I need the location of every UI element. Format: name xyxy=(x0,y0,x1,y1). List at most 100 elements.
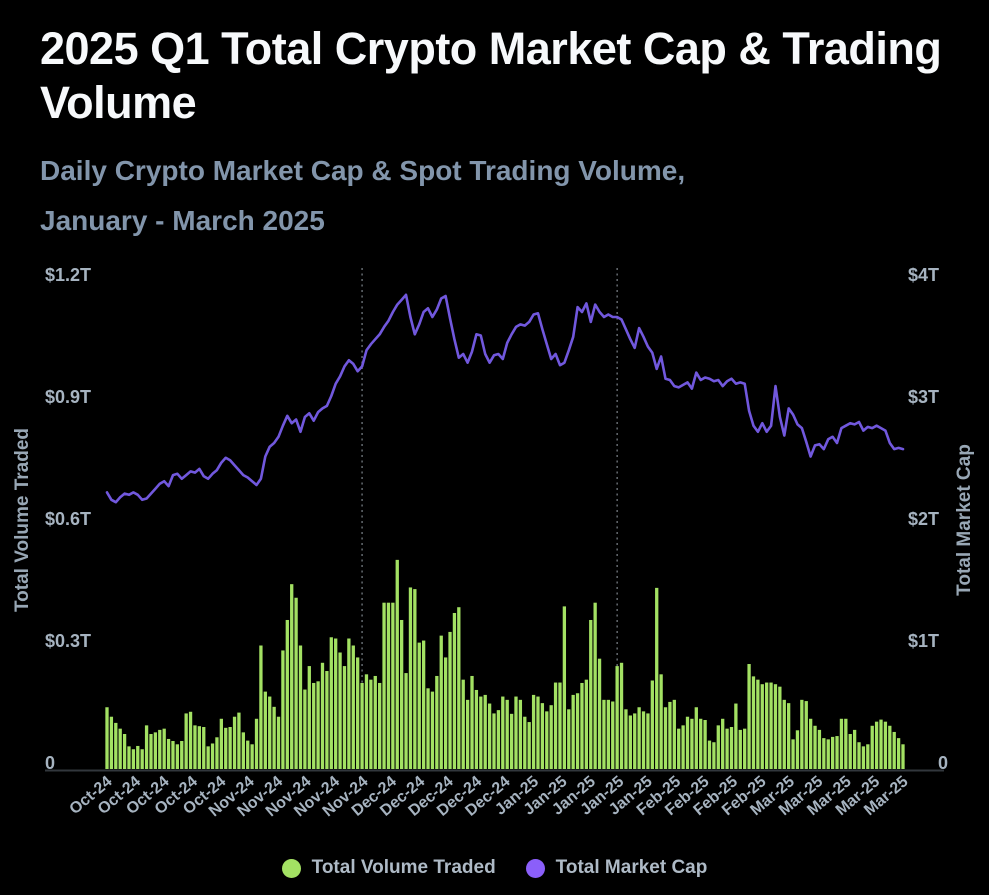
volume-bar[interactable] xyxy=(391,602,395,769)
volume-bar[interactable] xyxy=(127,746,131,769)
volume-bar[interactable] xyxy=(369,679,373,769)
volume-bar[interactable] xyxy=(734,703,738,769)
volume-bar[interactable] xyxy=(615,666,619,769)
volume-bar[interactable] xyxy=(611,701,615,769)
volume-bar[interactable] xyxy=(641,711,646,769)
volume-bar[interactable] xyxy=(439,635,443,769)
volume-bar[interactable] xyxy=(553,682,558,769)
volume-bar[interactable] xyxy=(571,694,575,769)
volume-bar[interactable] xyxy=(109,716,114,769)
volume-bar[interactable] xyxy=(848,734,852,769)
volume-bar[interactable] xyxy=(558,682,562,769)
volume-bar[interactable] xyxy=(461,679,465,769)
volume-bar[interactable] xyxy=(804,701,808,770)
volume-bar[interactable] xyxy=(892,731,896,769)
volume-bar[interactable] xyxy=(896,738,901,770)
volume-bar[interactable] xyxy=(316,681,320,770)
volume-bar[interactable] xyxy=(356,657,360,769)
volume-bar[interactable] xyxy=(703,720,707,769)
volume-bar[interactable] xyxy=(624,709,628,769)
volume-bar[interactable] xyxy=(699,718,703,769)
volume-bar[interactable] xyxy=(276,716,281,769)
volume-bar[interactable] xyxy=(448,631,452,769)
volume-bar[interactable] xyxy=(166,738,171,769)
volume-bar[interactable] xyxy=(386,602,391,769)
volume-bar[interactable] xyxy=(118,728,122,769)
volume-bar[interactable] xyxy=(545,711,549,769)
volume-bar[interactable] xyxy=(584,679,589,769)
volume-bar[interactable] xyxy=(694,707,698,769)
volume-bar[interactable] xyxy=(514,696,518,769)
volume-bar[interactable] xyxy=(879,719,883,769)
volume-bar[interactable] xyxy=(826,739,830,769)
volume-bar[interactable] xyxy=(408,587,413,769)
volume-bar[interactable] xyxy=(866,744,870,769)
volume-bar[interactable] xyxy=(347,638,351,770)
volume-bar[interactable] xyxy=(531,694,536,769)
volume-bar[interactable] xyxy=(457,607,461,769)
volume-bar[interactable] xyxy=(474,689,479,769)
volume-bar[interactable] xyxy=(224,727,228,769)
volume-bar[interactable] xyxy=(272,706,276,769)
volume-bar[interactable] xyxy=(597,658,602,769)
volume-bar[interactable] xyxy=(861,746,866,769)
volume-bar[interactable] xyxy=(685,716,690,769)
volume-bar[interactable] xyxy=(144,725,149,769)
volume-bar[interactable] xyxy=(492,713,496,769)
volume-bar[interactable] xyxy=(725,728,729,769)
volume-bar[interactable] xyxy=(901,744,905,769)
volume-bar[interactable] xyxy=(329,637,333,769)
volume-bar[interactable] xyxy=(378,682,382,769)
volume-bar[interactable] xyxy=(593,602,597,769)
volume-bar[interactable] xyxy=(404,673,408,769)
volume-bar[interactable] xyxy=(153,732,158,769)
volume-bar[interactable] xyxy=(822,738,826,770)
volume-bar[interactable] xyxy=(281,650,285,769)
volume-bar[interactable] xyxy=(206,746,210,769)
volume-bar[interactable] xyxy=(844,718,848,769)
volume-bar[interactable] xyxy=(131,749,136,769)
volume-bar[interactable] xyxy=(162,728,166,769)
volume-bar[interactable] xyxy=(140,749,144,769)
volume-bar[interactable] xyxy=(443,657,448,769)
volume-bar[interactable] xyxy=(760,684,764,769)
volume-bar[interactable] xyxy=(791,739,795,769)
volume-bar[interactable] xyxy=(395,559,399,769)
volume-bar[interactable] xyxy=(795,730,800,769)
volume-bar[interactable] xyxy=(712,742,716,769)
volume-bar[interactable] xyxy=(435,675,439,769)
volume-bar[interactable] xyxy=(250,744,254,769)
volume-bar[interactable] xyxy=(729,727,734,769)
volume-bar[interactable] xyxy=(852,729,857,769)
volume-bar[interactable] xyxy=(672,699,676,769)
volume-bar[interactable] xyxy=(778,686,782,769)
volume-bar[interactable] xyxy=(188,711,193,769)
volume-bar[interactable] xyxy=(430,691,435,769)
volume-bar[interactable] xyxy=(184,713,188,769)
volume-bar[interactable] xyxy=(562,606,567,769)
volume-bar[interactable] xyxy=(228,727,232,769)
volume-bar[interactable] xyxy=(413,589,417,769)
volume-bar[interactable] xyxy=(342,666,347,769)
volume-bar[interactable] xyxy=(105,707,109,769)
volume-bar[interactable] xyxy=(307,666,311,769)
volume-bar[interactable] xyxy=(373,675,377,769)
volume-bar[interactable] xyxy=(659,674,663,769)
volume-bar[interactable] xyxy=(320,662,325,769)
volume-bar[interactable] xyxy=(870,725,874,769)
volume-bar[interactable] xyxy=(501,696,505,769)
volume-bar[interactable] xyxy=(479,696,483,769)
volume-bar[interactable] xyxy=(215,737,219,769)
volume-bar[interactable] xyxy=(655,587,659,769)
volume-bar[interactable] xyxy=(325,671,329,769)
volume-bar[interactable] xyxy=(400,619,404,769)
volume-bar[interactable] xyxy=(751,676,756,770)
volume-bar[interactable] xyxy=(509,713,514,769)
volume-bar[interactable] xyxy=(114,722,118,769)
volume-bar[interactable] xyxy=(637,707,641,769)
volume-bar[interactable] xyxy=(254,718,259,769)
volume-bar[interactable] xyxy=(646,713,650,769)
volume-bar[interactable] xyxy=(619,662,624,769)
volume-bar[interactable] xyxy=(738,729,742,769)
volume-bar[interactable] xyxy=(830,736,835,769)
